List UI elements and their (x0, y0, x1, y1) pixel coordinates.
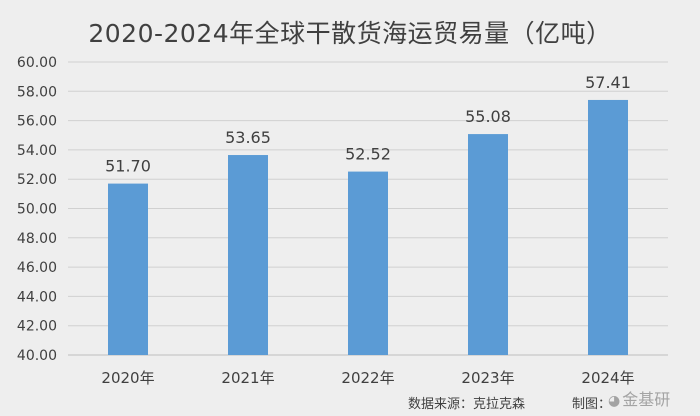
watermark: ◕ 金基研 (608, 386, 670, 410)
bar (588, 99, 628, 355)
data-label: 51.70 (105, 157, 151, 176)
y-tick-label: 50.00 (17, 202, 57, 218)
chart-credit-label: 制图： (572, 397, 612, 412)
data-label: 52.52 (345, 145, 391, 164)
y-tick-label: 48.00 (17, 231, 57, 247)
y-tick-label: 40.00 (17, 348, 57, 364)
bar (348, 171, 388, 355)
x-tick-label: 2021年 (221, 369, 274, 387)
x-tick-label: 2022年 (341, 369, 394, 387)
x-tick-label: 2020年 (101, 369, 154, 387)
chart-title: 2020-2024年全球干散货海运贸易量（亿吨） (88, 19, 612, 48)
y-tick-label: 46.00 (17, 260, 57, 276)
y-tick-label: 42.00 (17, 319, 57, 335)
y-tick-label: 52.00 (17, 172, 57, 188)
bar (468, 134, 508, 355)
y-tick-label: 56.00 (17, 114, 57, 130)
y-tick-label: 58.00 (17, 84, 57, 100)
bar (228, 155, 268, 355)
data-label: 57.41 (585, 73, 631, 92)
weibo-icon: ◕ (608, 393, 621, 409)
watermark-text: 金基研 (622, 390, 671, 409)
data-label: 55.08 (465, 107, 511, 126)
data-source-note: 数据来源：克拉克森 (408, 397, 526, 412)
bar (108, 183, 148, 355)
data-label: 53.65 (225, 128, 271, 147)
y-tick-label: 44.00 (17, 289, 57, 305)
y-tick-label: 54.00 (17, 143, 57, 159)
x-tick-label: 2023年 (461, 369, 514, 387)
x-tick-label: 2024年 (581, 369, 634, 387)
y-tick-label: 60.00 (17, 55, 57, 71)
